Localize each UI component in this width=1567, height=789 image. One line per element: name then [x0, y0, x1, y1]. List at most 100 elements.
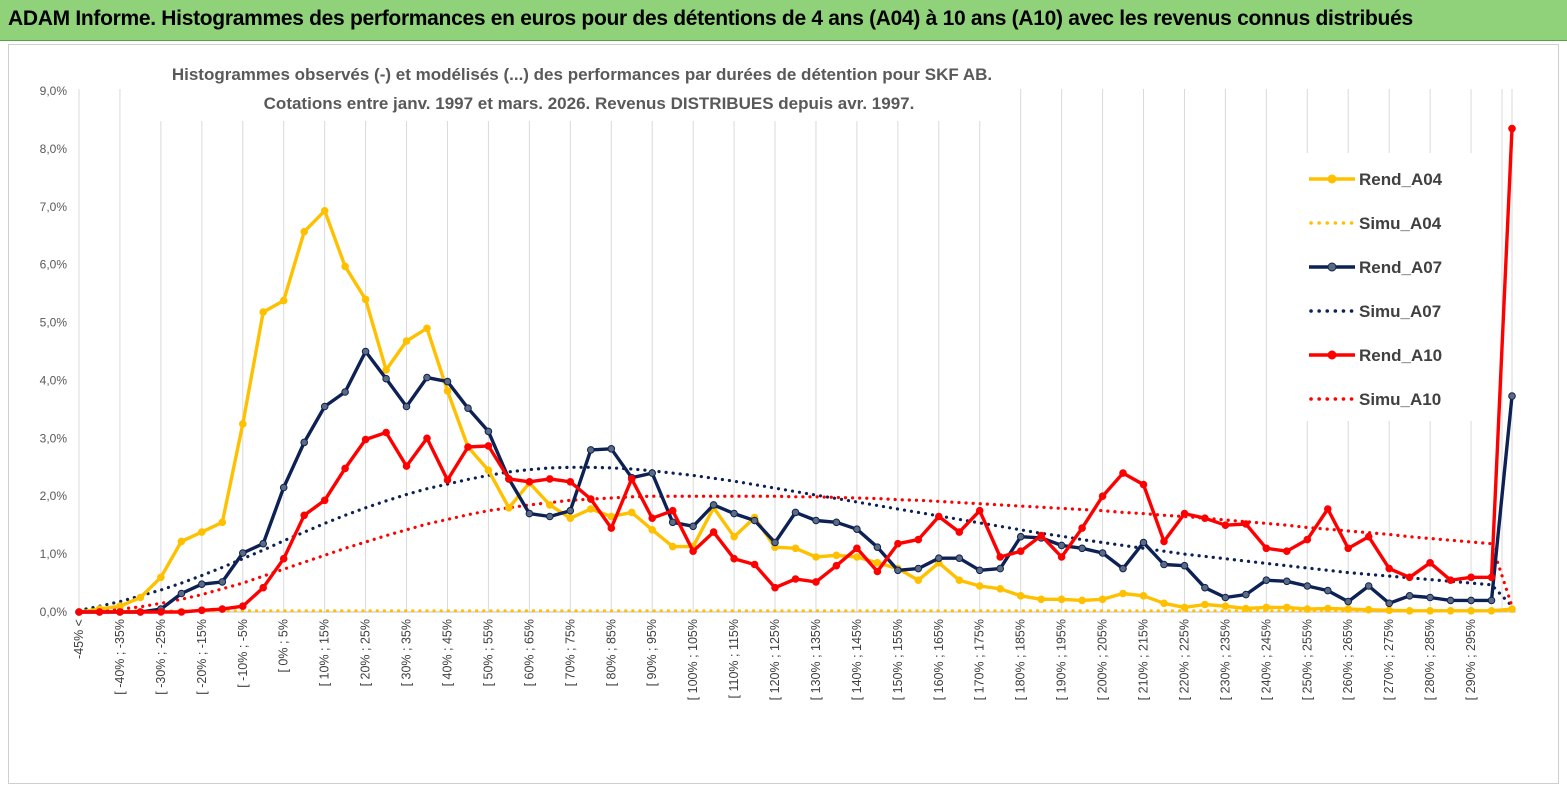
point-rend-a10: [1283, 547, 1291, 556]
y-tick-label: 2,0%: [40, 489, 68, 503]
point-rend-a07: [361, 347, 370, 356]
point-rend-a07: [1364, 582, 1373, 590]
point-rend-a10: [341, 464, 349, 473]
legend-marker: [1327, 174, 1337, 184]
point-rend-a10: [279, 554, 288, 563]
point-rend-a10: [1324, 505, 1332, 513]
point-rend-a07: [239, 549, 247, 557]
x-tick-label: [ 250% ; 255%: [1300, 619, 1314, 700]
point-rend-a10: [750, 560, 759, 569]
point-rend-a10: [525, 478, 534, 486]
x-tick-label: [ 190% ; 195%: [1055, 619, 1069, 700]
point-rend-a07: [177, 589, 186, 598]
point-rend-a04: [1344, 605, 1352, 613]
point-rend-a07: [1016, 532, 1025, 541]
point-rend-a10: [607, 524, 616, 532]
point-rend-a10: [771, 583, 779, 592]
point-rend-a10: [1426, 559, 1434, 567]
point-rend-a10: [668, 506, 677, 515]
point-rend-a10: [853, 544, 861, 553]
point-rend-a04: [832, 551, 841, 560]
point-rend-a10: [1037, 531, 1045, 540]
point-rend-a10: [587, 495, 595, 503]
point-rend-a10: [791, 575, 800, 583]
point-rend-a07: [935, 554, 943, 563]
point-rend-a04: [1426, 607, 1434, 615]
x-tick-label: [ 140% ; 145%: [850, 619, 864, 700]
point-rend-a10: [648, 514, 657, 523]
x-tick-label: [ 180% ; 185%: [1014, 619, 1028, 700]
point-rend-a04: [198, 528, 206, 536]
point-rend-a10: [1180, 509, 1189, 518]
point-rend-a10: [320, 496, 329, 505]
point-rend-a10: [116, 608, 124, 616]
point-rend-a07: [1344, 597, 1352, 606]
point-rend-a10: [955, 528, 964, 536]
point-rend-a04: [1446, 607, 1455, 615]
point-rend-a10: [1405, 573, 1414, 582]
chart-area: 0,0% 1,0% 2,0% 3,0% 4,0% 5,0% 6,0% 7,0% 8,0% 9,0%…: [8, 44, 1559, 784]
point-rend-a04: [546, 501, 554, 509]
x-tick-label: [ -20% ; -15%: [195, 619, 209, 695]
point-rend-a10: [423, 434, 431, 443]
point-rend-a10: [1467, 573, 1475, 582]
point-rend-a07: [341, 388, 349, 396]
point-rend-a04: [423, 324, 431, 333]
point-rend-a10: [566, 478, 575, 486]
point-rend-a07: [587, 446, 595, 454]
point-rend-a04: [812, 553, 820, 561]
point-rend-a04: [1037, 595, 1045, 604]
point-rend-a07: [1160, 560, 1168, 569]
point-rend-a04: [320, 207, 329, 215]
point-rend-a04: [1098, 595, 1107, 604]
point-rend-a07: [873, 543, 882, 552]
point-rend-a10: [1221, 521, 1230, 530]
point-rend-a07: [1324, 586, 1332, 595]
legend-label: Simu_A10: [1359, 390, 1441, 409]
point-rend-a07: [832, 518, 841, 527]
point-rend-a10: [259, 583, 267, 592]
point-rend-a04: [361, 295, 370, 304]
point-rend-a04: [1160, 599, 1168, 608]
point-rend-a07: [198, 580, 206, 589]
y-tick-label: 6,0%: [40, 258, 68, 272]
series-rend-a10: [75, 124, 1516, 616]
point-rend-a04: [259, 308, 267, 316]
point-rend-a10: [1487, 573, 1496, 582]
point-rend-a07: [464, 404, 472, 413]
point-rend-a10: [1508, 124, 1516, 133]
point-rend-a07: [1467, 596, 1475, 605]
x-tick-label: [ 170% ; 175%: [973, 619, 987, 700]
point-rend-a04: [1180, 603, 1189, 612]
y-tick-label: 3,0%: [40, 431, 68, 445]
point-rend-a04: [873, 559, 882, 567]
point-rend-a04: [996, 585, 1005, 593]
point-rend-a10: [95, 608, 104, 616]
point-rend-a04: [1139, 592, 1148, 600]
point-rend-a04: [1242, 604, 1250, 613]
point-rend-a10: [218, 605, 227, 613]
legend-background: [1297, 153, 1493, 421]
point-rend-a07: [1180, 561, 1189, 570]
point-rend-a07: [320, 402, 329, 411]
y-tick-label: 9,0%: [40, 84, 68, 98]
point-rend-a04: [484, 466, 493, 475]
point-rend-a04: [914, 576, 923, 585]
point-rend-a10: [1160, 537, 1168, 546]
point-rend-a07: [423, 373, 431, 382]
legend-item-simu-a07: Simu_A07: [1309, 302, 1441, 321]
point-rend-a07: [955, 554, 964, 563]
point-rend-a07: [443, 377, 452, 386]
point-rend-a04: [239, 420, 247, 428]
subtitle-line-2: Cotations entre janv. 1997 et mars. 2026…: [264, 94, 915, 113]
x-tick-label: [ 10% ; 15%: [318, 619, 332, 686]
x-tick-label: [ 200% ; 205%: [1096, 619, 1110, 700]
point-rend-a10: [975, 506, 984, 515]
series-lines: [75, 124, 1516, 616]
point-rend-a07: [1242, 590, 1250, 599]
point-rend-a07: [1139, 538, 1148, 547]
y-tick-label: 7,0%: [40, 200, 68, 214]
point-rend-a07: [1508, 392, 1516, 400]
point-rend-a10: [996, 553, 1005, 561]
point-rend-a10: [402, 462, 411, 470]
